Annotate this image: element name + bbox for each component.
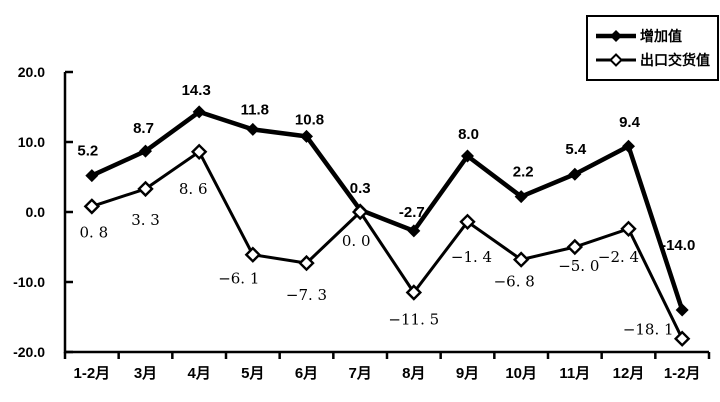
x-axis-label-0: 1-2月 (73, 365, 110, 382)
series-0-marker-10 (622, 139, 635, 153)
series-1-line (91, 149, 684, 340)
y-axis-label-1: 10.0 (18, 134, 45, 150)
x-axis-label-9: 11月 (559, 365, 590, 382)
x-axis-label-10: 12月 (613, 365, 645, 382)
series-1-label-2: 8. 6 (179, 180, 208, 198)
x-axis-label-4: 6月 (295, 365, 318, 382)
series-1-label-11: −18. 1 (623, 321, 674, 339)
series-1-marker-4 (298, 254, 315, 272)
series-1-label-10: −2. 4 (598, 248, 639, 266)
series-0-marker-2 (192, 105, 206, 119)
x-axis-label-8: 10月 (505, 365, 537, 382)
series-1-marker-5 (351, 203, 369, 221)
series-0-label-8: 2.2 (513, 164, 534, 181)
series-0-marker-9 (568, 167, 582, 181)
open-diamond-line-icon (596, 53, 636, 67)
series-0-label-3: 11.8 (241, 101, 269, 118)
series-0-label-4: 10.8 (295, 111, 324, 128)
series-0-marker-6 (407, 224, 421, 238)
x-axis-label-2: 4月 (187, 365, 210, 382)
series-0-label-10: 9.4 (619, 114, 641, 131)
series-1-marker-8 (512, 251, 530, 268)
series-1-label-4: −7. 3 (286, 286, 327, 304)
series-0-marker-1 (139, 144, 152, 158)
series-1-label-9: −5. 0 (558, 257, 599, 275)
series-1-marker-9 (566, 238, 584, 256)
series-0-marker-8 (514, 190, 528, 204)
series-0-label-11: -14.0 (661, 237, 695, 254)
series-1-marker-1 (137, 180, 154, 198)
series-0-label-9: 5.4 (565, 141, 587, 158)
series-1-label-1: 3. 3 (131, 211, 160, 229)
series-1-marker-6 (405, 284, 423, 301)
series-0-label-7: 8.0 (458, 126, 479, 143)
x-axis-label-3: 5月 (241, 365, 264, 382)
series-1-marker-2 (190, 143, 208, 160)
x-axis-label-6: 8月 (402, 365, 425, 382)
series-1-marker-10 (620, 220, 637, 237)
series-0-marker-11 (675, 303, 689, 317)
series-1-marker-0 (83, 198, 101, 215)
series-0-marker-0 (85, 169, 99, 183)
series-1-label-3: −6. 1 (218, 270, 259, 288)
x-axis-label-5: 7月 (348, 365, 371, 382)
legend-item-series-1: 出口交货值 (595, 53, 710, 67)
axes (63, 72, 709, 354)
series-0-line (90, 109, 685, 311)
legend: 增加值 出口交货值 (586, 15, 719, 81)
y-axis-label-2: 0.0 (26, 204, 46, 220)
x-axis-label-11: 1-2月 (664, 365, 701, 382)
series-0-label-2: 14.3 (182, 82, 211, 99)
series-1-label-5: 0. 0 (342, 232, 371, 250)
series-1-marker-11 (673, 330, 691, 347)
series-0-label-0: 5.2 (77, 143, 98, 160)
y-axis-label-4: -20.0 (13, 344, 45, 360)
series-0-marker-4 (300, 129, 313, 143)
series-0-label-6: -2.7 (399, 204, 425, 221)
series-1-marker-3 (244, 246, 262, 263)
series-1-marker-7 (459, 213, 476, 230)
series-0-label-5: 0.3 (350, 180, 371, 197)
x-axis-label-1: 3月 (134, 365, 157, 382)
y-axis-label-0: 20.0 (18, 64, 45, 80)
series-0-marker-3 (246, 122, 260, 136)
series-0-label-1: 8.7 (133, 120, 154, 137)
legend-label-series-1: 出口交货值 (640, 52, 710, 68)
series-1-label-0: 0. 8 (79, 223, 108, 241)
x-axis-label-7: 9月 (456, 365, 479, 382)
series-0-marker-7 (461, 149, 474, 163)
filled-diamond-line-icon (596, 30, 636, 42)
series-1-label-7: −1. 4 (451, 248, 492, 266)
series-1-label-8: −6. 8 (494, 273, 535, 291)
y-axis-label-3: -10.0 (13, 274, 45, 290)
series-1-label-6: −11. 5 (388, 311, 439, 329)
legend-item-series-0: 增加值 (595, 29, 710, 43)
legend-label-series-0: 增加值 (640, 28, 682, 44)
